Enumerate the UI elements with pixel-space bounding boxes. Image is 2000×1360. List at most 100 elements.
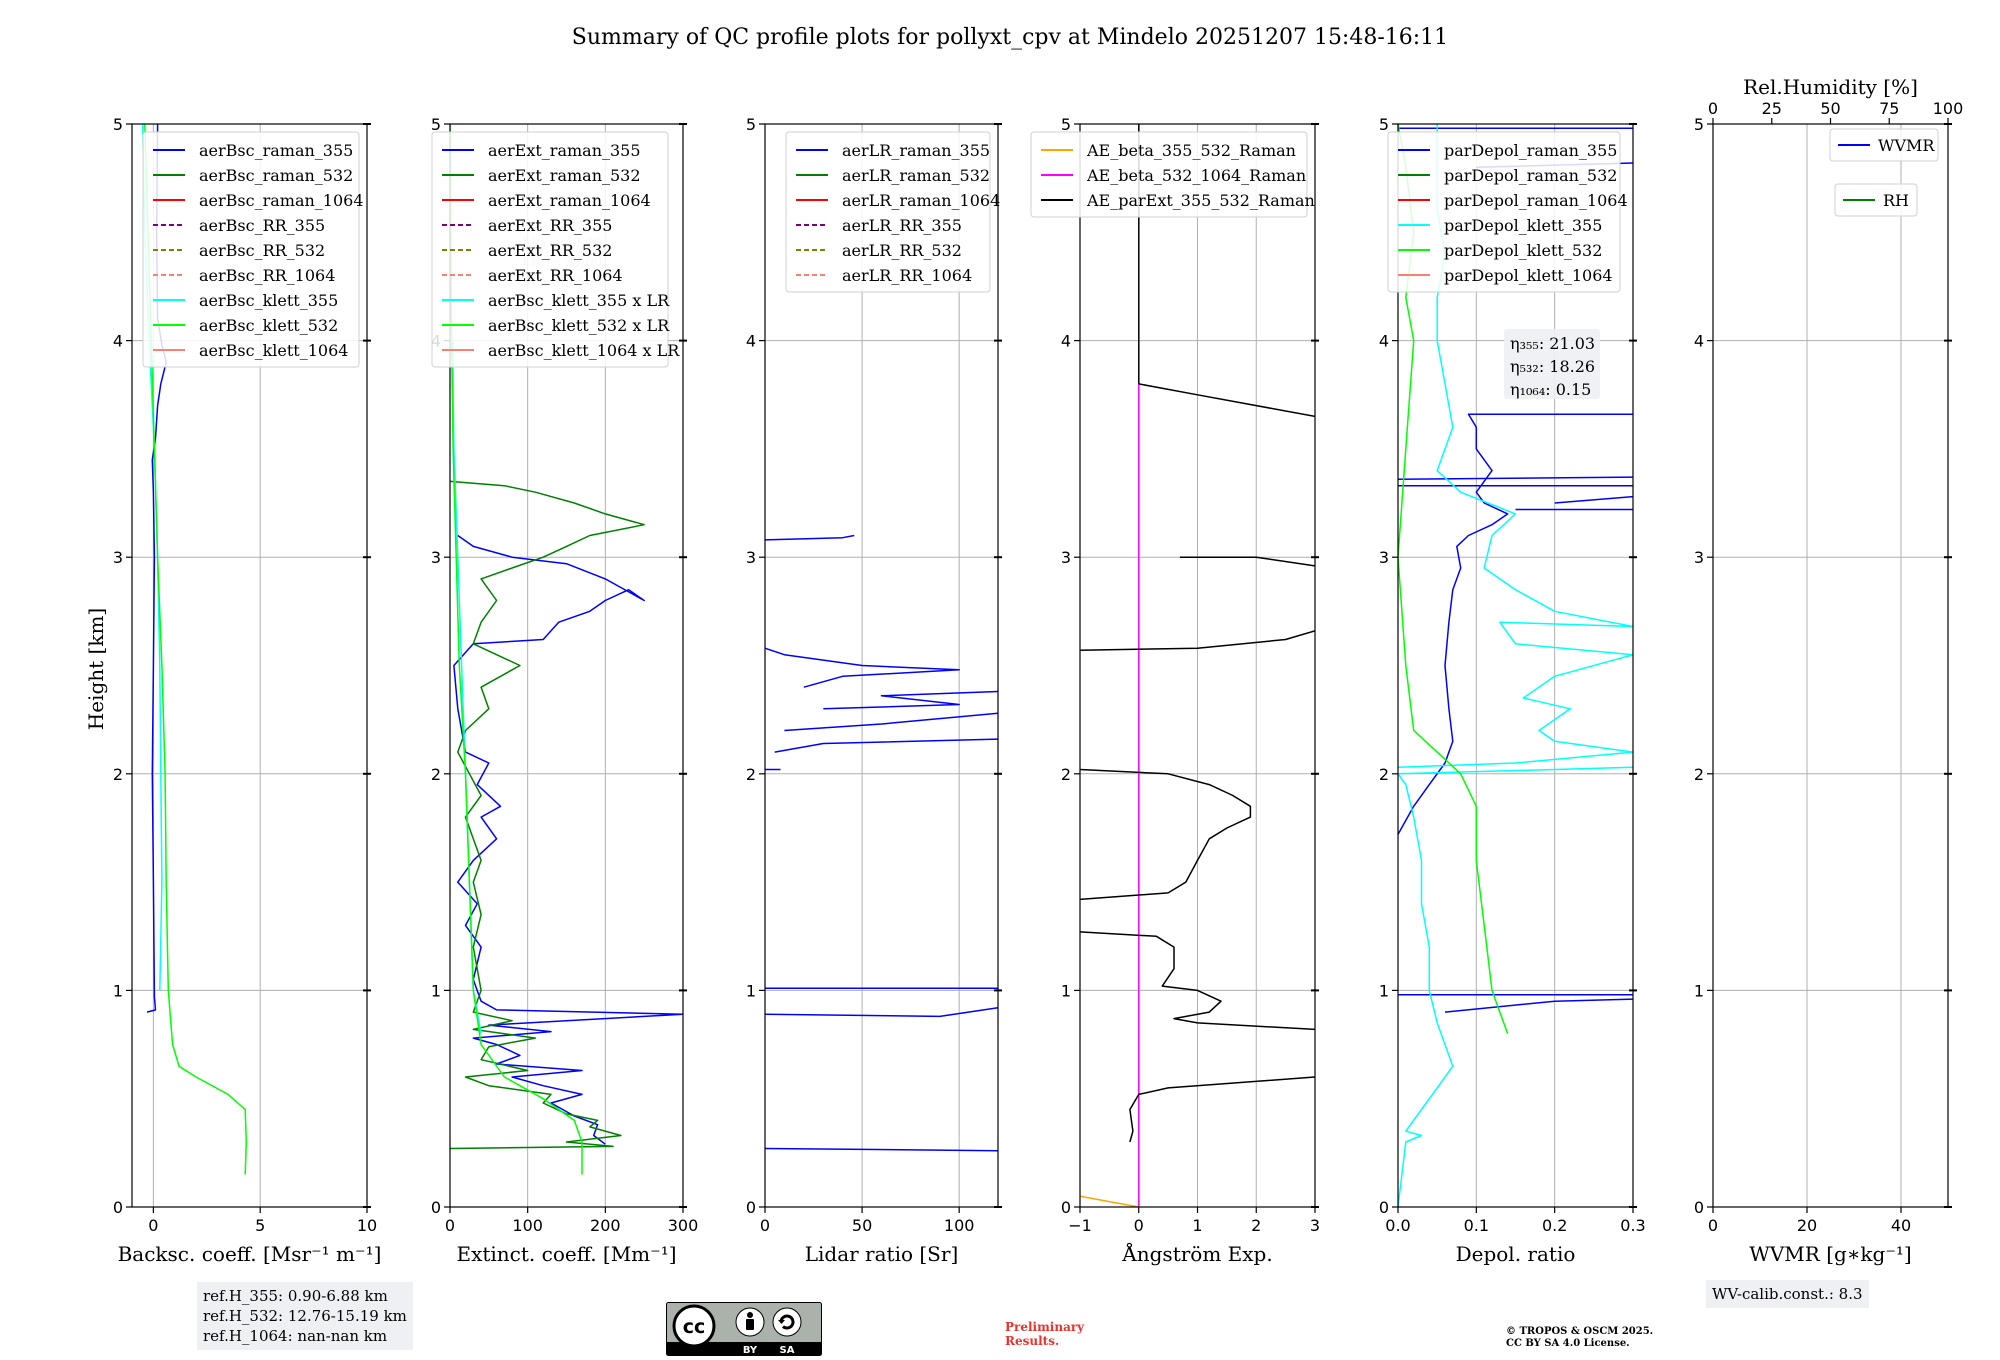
ytick-label-ae-4: 4 <box>1061 332 1071 351</box>
panel-ext: 0100200300012345Extinct. coeff. [Mm⁻¹]ae… <box>431 115 698 1266</box>
x-axis-label-depol: Depol. ratio <box>1456 1242 1576 1266</box>
legend-box-bsc <box>142 131 360 368</box>
x-axis-label-lr: Lidar ratio [Sr] <box>805 1242 959 1266</box>
series-group-lr <box>765 534 998 1152</box>
axes-frame-depol <box>1397 123 1634 1208</box>
figure-title: Summary of QC profile plots for pollyxt_… <box>572 25 1448 50</box>
cc-logo-text: cc <box>683 1316 706 1338</box>
legend-label-lr-2: aerLR_raman_1064 <box>842 191 1000 210</box>
ytick-label-ae-3: 3 <box>1061 548 1071 567</box>
top-xtick-label-wv-4: 100 <box>1933 99 1964 118</box>
legend-label-bsc-8: aerBsc_klett_1064 <box>199 341 348 360</box>
preliminary-note: Preliminary Results. <box>1005 1320 1084 1348</box>
ytick-label-ae-2: 2 <box>1061 765 1071 784</box>
xtick-label-ext-3: 300 <box>668 1216 699 1235</box>
ref-height-532: ref.H_532: 12.76-15.19 km <box>203 1307 407 1325</box>
xtick-label-bsc-0: 0 <box>148 1216 158 1235</box>
eta-annotation-1: η₅₃₂: 18.26 <box>1510 357 1595 376</box>
legend-label-ext-2: aerExt_raman_1064 <box>488 191 651 210</box>
series-parDepol_klett_355-seg0 <box>1398 766 1633 1207</box>
ytick-label-depol-1: 1 <box>1379 981 1389 1000</box>
xtick-label-bsc-1: 5 <box>255 1216 265 1235</box>
xtick-label-ae-2: 1 <box>1192 1216 1202 1235</box>
legend-label-ext-3: aerExt_RR_355 <box>488 216 612 235</box>
by-label: BY <box>743 1345 758 1356</box>
ytick-label-lr-4: 4 <box>746 332 756 351</box>
legend-box-wv-1 <box>1834 183 1918 217</box>
legend-label-bsc-0: aerBsc_raman_355 <box>199 141 353 160</box>
legend-label-depol-3: parDepol_klett_355 <box>1444 216 1602 235</box>
series-AE_parExt_355_532_Raman-seg5 <box>1138 383 1315 418</box>
ref-height-355: ref.H_355: 0.90-6.88 km <box>203 1287 388 1305</box>
legend-label-ext-0: aerExt_raman_355 <box>488 141 641 160</box>
legend-box-lr <box>785 131 991 293</box>
legend-label-ae-2: AE_parExt_355_532_Raman <box>1086 191 1315 210</box>
legend-box-depol <box>1387 131 1621 293</box>
xtick-label-lr-0: 0 <box>760 1216 770 1235</box>
ytick-label-ext-0: 0 <box>431 1198 441 1217</box>
cc-by-sa-badge: cc BY SA <box>666 1302 822 1356</box>
ytick-label-wv-5: 5 <box>1694 115 1704 134</box>
copyright-note: © TROPOS & OSCM 2025. CC BY SA 4.0 Licen… <box>1506 1326 1653 1350</box>
xtick-label-bsc-2: 10 <box>357 1216 377 1235</box>
legend-label-bsc-5: aerBsc_RR_1064 <box>199 266 335 285</box>
series-AE_parExt_355_532_Raman-seg2 <box>1080 768 1252 901</box>
top-xtick-label-wv-2: 50 <box>1820 99 1840 118</box>
panel-lr: 0 50 100 0 1 2 3 4 5 Lidar ratio [Sr] aerLR_raman_… <box>746 115 1002 1266</box>
series-AE_parExt_355_532_Raman-seg0 <box>1129 1076 1315 1143</box>
ytick-label-bsc-4: 4 <box>113 332 123 351</box>
copyright-line-1: © TROPOS & OSCM 2025. <box>1506 1326 1654 1337</box>
sa-label: SA <box>780 1345 795 1356</box>
series-aerBsc_klett_532 x LR-seg0 <box>450 124 583 1175</box>
legend-box-ae <box>1030 131 1308 218</box>
ref-height-1064: ref.H_1064: nan-nan km <box>203 1327 388 1345</box>
wv-calibration-box: WV-calib.const.: 8.3 <box>1706 1280 1869 1308</box>
ytick-label-depol-3: 3 <box>1379 548 1389 567</box>
series-AE_parExt_355_532_Raman-seg4 <box>1179 556 1315 567</box>
panel-depol: 0.0 0.1 0.2 0.3 0 1 2 3 4 5 Depol. ratio η₃₅₅: 21.0… <box>1379 115 1646 1266</box>
ytick-label-wv-1: 1 <box>1694 981 1704 1000</box>
ytick-label-depol-2: 2 <box>1379 765 1389 784</box>
person-icon <box>747 1312 753 1318</box>
series-aerBsc_klett_532-seg0 <box>144 124 248 1175</box>
ytick-label-ext-3: 3 <box>431 548 441 567</box>
xtick-label-depol-1: 0.1 <box>1464 1216 1489 1235</box>
legend-label-bsc-3: aerBsc_RR_355 <box>199 216 325 235</box>
y-axis-label: Height [km] <box>84 608 108 730</box>
xtick-label-wv-0: 0 <box>1708 1216 1718 1235</box>
ytick-label-depol-5: 5 <box>1379 115 1389 134</box>
preliminary-line-2: Results. <box>1005 1334 1060 1348</box>
legend-label-lr-1: aerLR_raman_532 <box>842 166 990 185</box>
ytick-label-wv-2: 2 <box>1694 765 1704 784</box>
ytick-label-wv-3: 3 <box>1694 548 1704 567</box>
series-parDepol_raman_355-seg1 <box>1444 998 1633 1013</box>
legend-label-wv-0: WVMR <box>1878 136 1935 155</box>
legend-label-ext-6: aerBsc_klett_355 x LR <box>488 291 670 310</box>
legend-label-lr-0: aerLR_raman_355 <box>842 141 990 160</box>
xtick-label-ext-0: 0 <box>445 1216 455 1235</box>
axes-frame-bsc <box>131 123 368 1208</box>
series-AE_beta_355_532_Raman-seg0 <box>1080 1195 1139 1207</box>
series-aerLR_raman_355-seg1 <box>765 1006 998 1018</box>
top-axis-label-wv: Rel.Humidity [%] <box>1743 75 1918 99</box>
x-axis-label-bsc: Backsc. coeff. [Msr⁻¹ m⁻¹] <box>118 1242 382 1266</box>
panel-wv: 0 20 40 0 1 2 3 4 5 WVMR [g∗kg⁻¹] 0 25 50 75 100 Rel.Hu… <box>1694 75 1963 1266</box>
wv-calib-text: WV-calib.const.: 8.3 <box>1712 1285 1863 1303</box>
legend-label-lr-3: aerLR_RR_355 <box>842 216 962 235</box>
legend-box-wv-0 <box>1829 128 1939 162</box>
ytick-label-lr-1: 1 <box>746 981 756 1000</box>
xtick-label-depol-0: 0.0 <box>1385 1216 1410 1235</box>
ytick-label-bsc-2: 2 <box>113 765 123 784</box>
copyright-line-2: CC BY SA 4.0 License. <box>1506 1338 1630 1349</box>
ytick-label-lr-0: 0 <box>746 1198 756 1217</box>
xtick-label-ext-1: 100 <box>512 1216 543 1235</box>
ytick-label-bsc-1: 1 <box>113 981 123 1000</box>
legend-label-ext-5: aerExt_RR_1064 <box>488 266 623 285</box>
axes-frame-lr <box>764 123 999 1208</box>
xtick-label-lr-2: 100 <box>944 1216 975 1235</box>
legend-label-wv-1: RH <box>1883 191 1909 210</box>
legend-label-depol-4: parDepol_klett_532 <box>1444 241 1602 260</box>
ytick-label-lr-3: 3 <box>746 548 756 567</box>
series-parDepol_raman_355-seg4 <box>1398 476 1633 480</box>
